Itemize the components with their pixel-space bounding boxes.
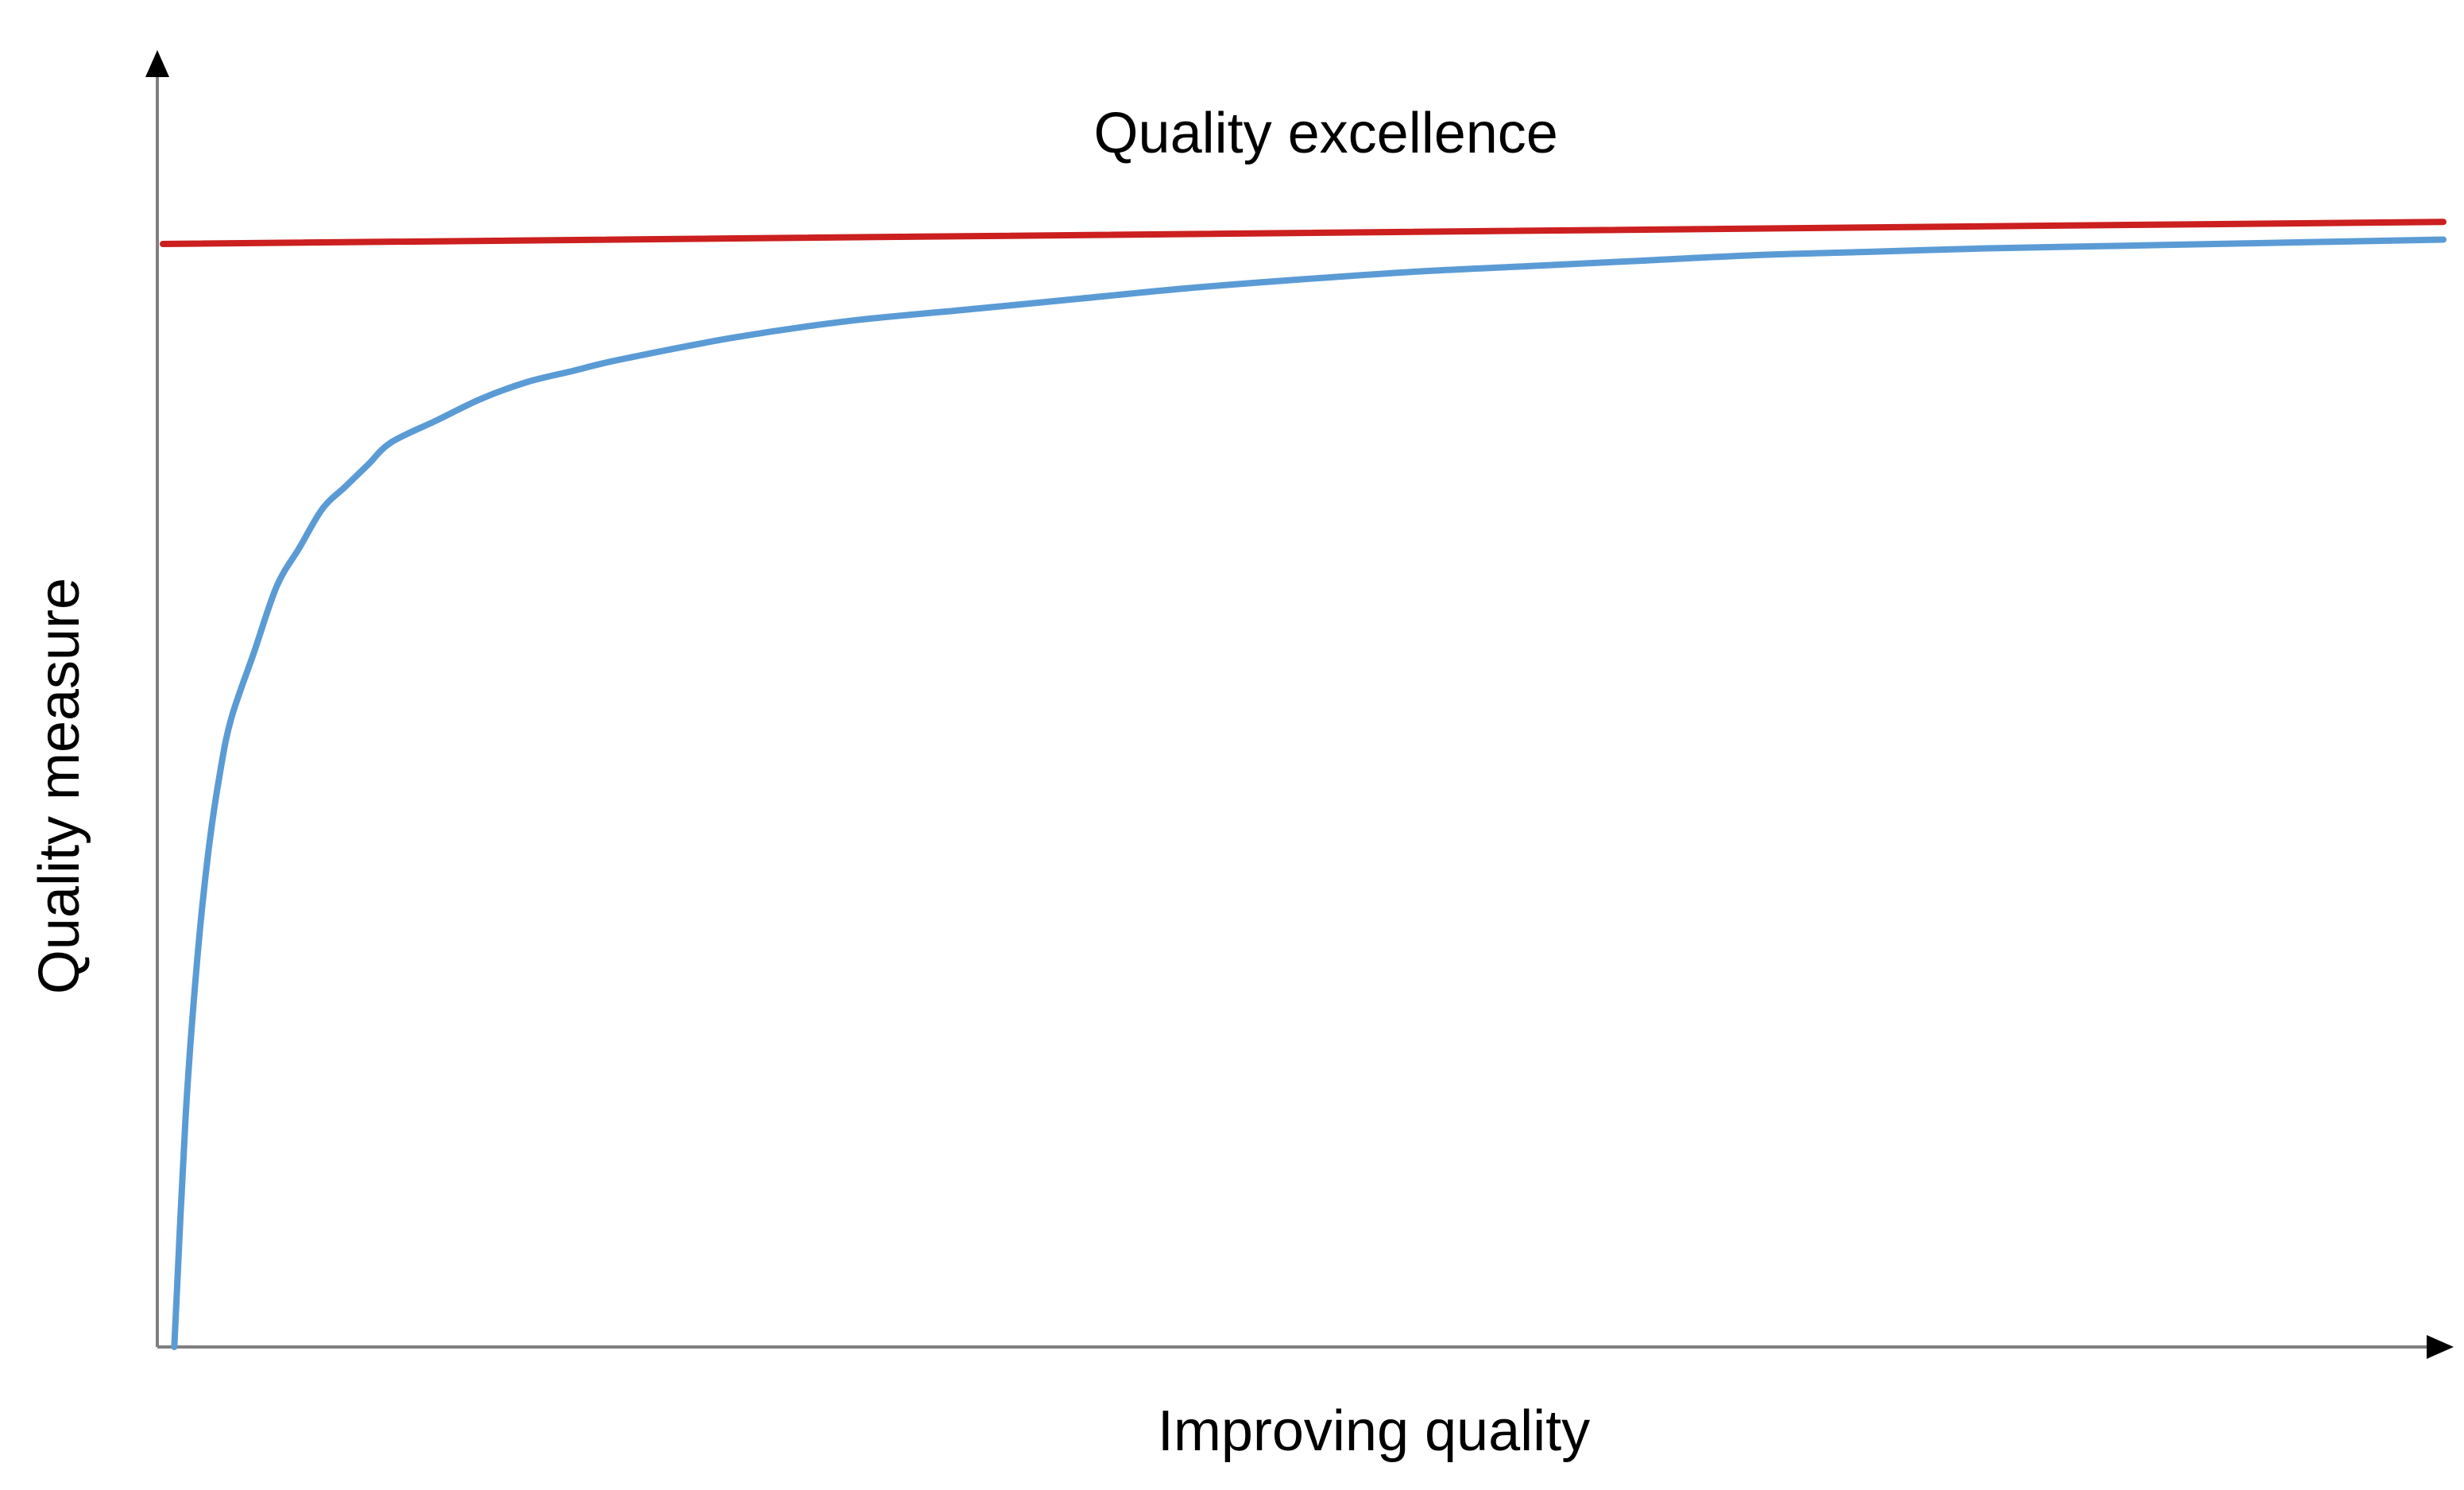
x-axis-arrow-icon bbox=[2427, 1335, 2454, 1359]
x-axis-label: Improving quality bbox=[1158, 1399, 1590, 1463]
series-line-0 bbox=[160, 219, 2447, 247]
series-layer bbox=[160, 219, 2447, 1350]
series-line-1 bbox=[171, 236, 2447, 1350]
y-axis-arrow-icon bbox=[145, 50, 169, 77]
annotation-quality-excellence: Quality excellence bbox=[1094, 102, 1558, 165]
y-axis-label: Quality measure bbox=[28, 578, 91, 994]
axes bbox=[145, 50, 2454, 1359]
